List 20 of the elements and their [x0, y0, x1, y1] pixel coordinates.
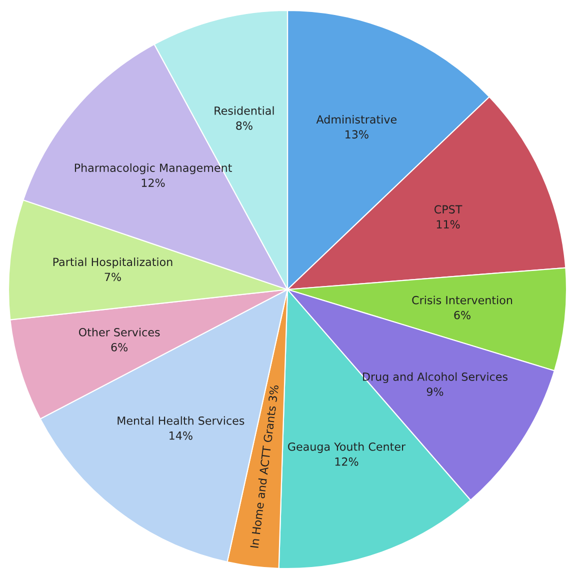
slice-label: Other Services [78, 328, 160, 336]
data-label: 13% [346, 130, 368, 139]
slice-label: Administrative [316, 115, 397, 124]
slice-label: Residential [214, 106, 274, 115]
data-label: 14% [170, 431, 192, 440]
data-label: 6% [454, 310, 470, 320]
slice-label: Partial Hospitalization [53, 258, 172, 268]
slice-label: Crisis Intervention [412, 296, 512, 304]
slice-label: In Home and ACTT Grants 3% [250, 384, 279, 548]
data-label: 12% [142, 178, 165, 187]
data-label: 7% [104, 272, 121, 282]
slice-label: Pharmacologic Management [74, 163, 232, 174]
slice-label: Mental Health Services [118, 416, 244, 425]
data-label: 11% [436, 220, 460, 229]
data-label: 9% [426, 387, 444, 396]
slice-label: Geauga Youth Center [288, 442, 406, 453]
data-label: 8% [236, 121, 252, 130]
data-label: 6% [111, 343, 128, 352]
data-label: 12% [335, 457, 358, 466]
slice-label: CPST [434, 205, 462, 214]
